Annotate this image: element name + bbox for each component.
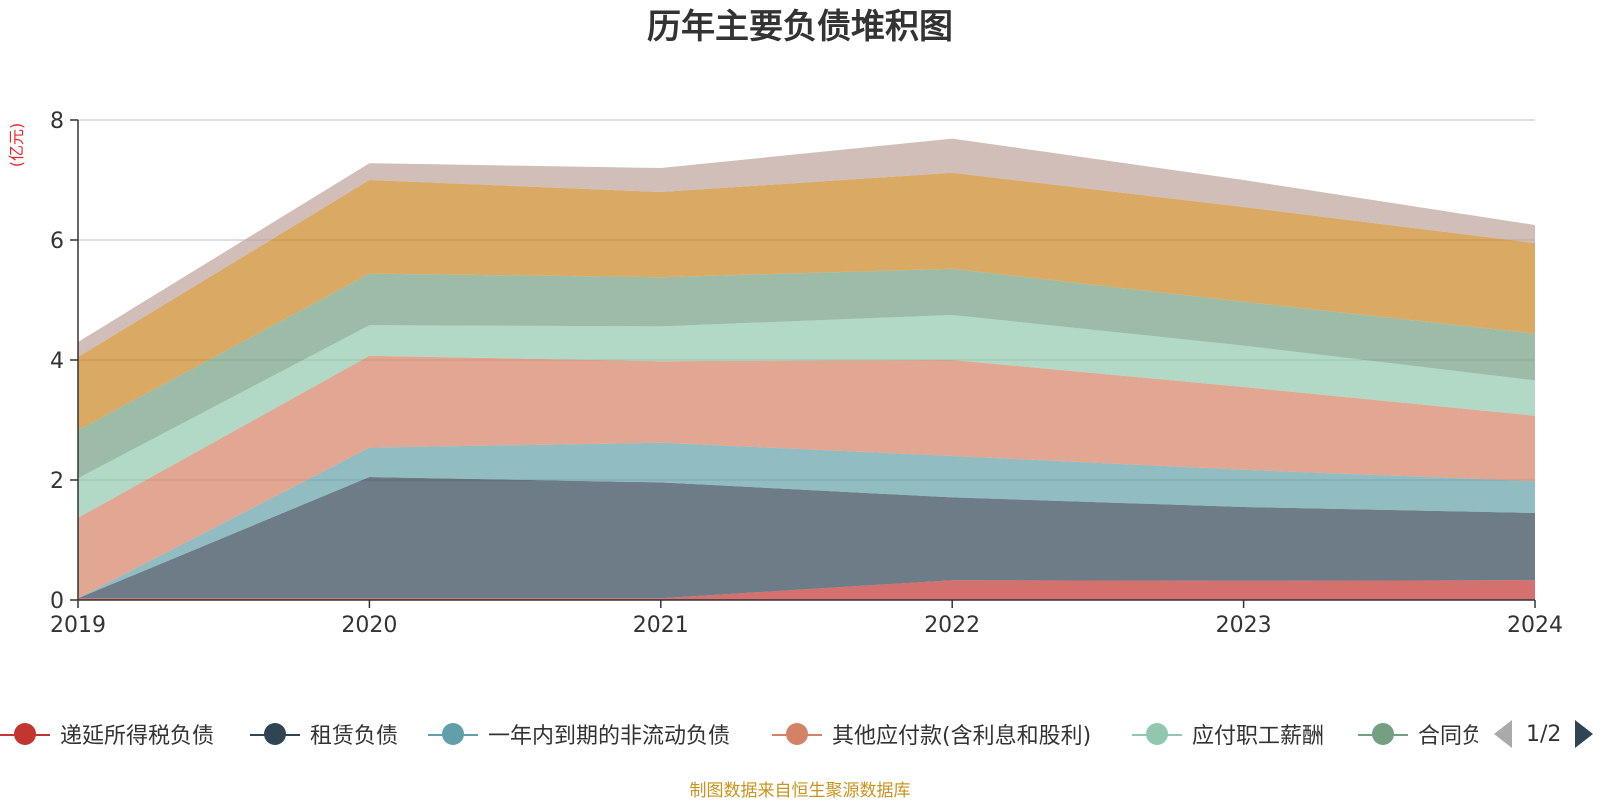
legend-dot <box>786 723 808 745</box>
legend-marker-icon <box>772 714 822 754</box>
x-tick-label: 2022 <box>924 613 980 638</box>
series-area-8[interactable] <box>78 138 1535 357</box>
legend-label: 递延所得税负债 <box>60 724 215 749</box>
legend-label: 租赁负债 <box>310 724 399 749</box>
series-area-3[interactable] <box>78 442 1535 599</box>
legend-marker-icon <box>250 714 300 754</box>
legend-dot <box>1372 723 1394 745</box>
legend-item[interactable]: 递延所得税负债 <box>0 714 214 754</box>
y-tick-label: 2 <box>50 469 64 494</box>
legend-dot <box>1146 723 1168 745</box>
data-source-note: 制图数据来自恒生聚源数据库 <box>689 781 911 801</box>
legend-dot <box>442 723 464 745</box>
legend-page-indicator: 1/2 <box>1526 721 1562 747</box>
x-tick-label: 2019 <box>50 613 106 638</box>
series-area-2[interactable] <box>78 477 1535 599</box>
x-tick-label: 2021 <box>633 613 689 638</box>
chart-title: 历年主要负债堆积图 <box>647 7 953 47</box>
legend-pager: 1/2 <box>1494 714 1594 754</box>
legend-label: 应付职工薪酬 <box>1192 724 1325 749</box>
series-area-1[interactable] <box>78 580 1535 600</box>
legend-dot <box>264 723 286 745</box>
legend-dot <box>14 723 36 745</box>
legend-item[interactable]: 一年内到期的非流动负债 <box>428 714 730 754</box>
y-tick-label: 8 <box>50 109 64 134</box>
y-axis-unit-label: (亿元) <box>7 123 26 168</box>
legend-item[interactable]: 合同负债 <box>1358 714 1478 754</box>
x-tick-label: 2020 <box>341 613 397 638</box>
series-area-7[interactable] <box>78 172 1535 431</box>
y-tick-label: 0 <box>50 589 64 614</box>
axes: 0 2 4 6 8 2019 2020 2021 2022 2023 2024 <box>50 109 1563 638</box>
legend-marker-icon <box>428 714 478 754</box>
series-area-6[interactable] <box>78 268 1535 479</box>
x-tick-label: 2023 <box>1216 613 1272 638</box>
legend-label: 一年内到期的非流动负债 <box>488 724 731 749</box>
legend-item[interactable]: 其他应付款(含利息和股利) <box>772 714 1091 754</box>
legend-marker-icon <box>1358 714 1408 754</box>
legend-prev-page-icon[interactable] <box>1494 720 1512 748</box>
y-tick-label: 4 <box>50 349 64 374</box>
x-tick-label: 2024 <box>1507 613 1563 638</box>
stacked-areas[interactable] <box>78 138 1535 600</box>
y-tick-label: 6 <box>50 229 64 254</box>
legend-marker-icon <box>0 714 50 754</box>
series-area-5[interactable] <box>78 315 1535 518</box>
legend-item[interactable]: 应付职工薪酬 <box>1132 714 1324 754</box>
series-area-4[interactable] <box>78 355 1535 599</box>
legend-label: 其他应付款(含利息和股利) <box>832 724 1092 749</box>
legend-items: 递延所得税负债 租赁负债 一年内到期的非流动负债 其他应付款(含利息和股利) 应付职工薪… <box>0 714 1478 754</box>
legend-next-page-icon[interactable] <box>1575 720 1594 748</box>
legend: 递延所得税负债 租赁负债 一年内到期的非流动负债 其他应付款(含利息和股利) 应付职工薪… <box>0 714 1600 754</box>
legend-marker-icon <box>1132 714 1182 754</box>
legend-label: 合同负债 <box>1418 724 1478 749</box>
legend-item[interactable]: 租赁负债 <box>250 714 398 754</box>
